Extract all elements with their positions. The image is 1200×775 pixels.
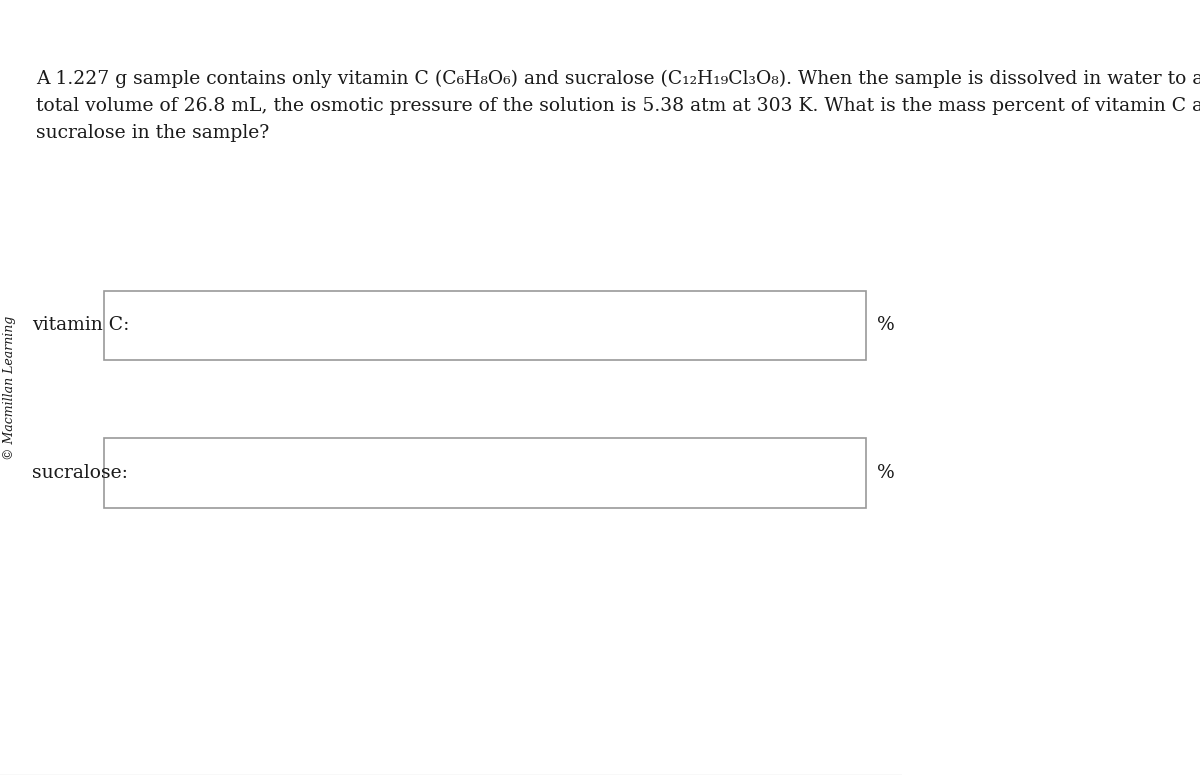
Text: sucralose:: sucralose: bbox=[31, 463, 127, 482]
Text: © Macmillan Learning: © Macmillan Learning bbox=[4, 315, 16, 460]
Text: %: % bbox=[876, 316, 894, 335]
Text: A 1.227 g sample contains only vitamin C (C₆H₈O₆) and sucralose (C₁₂H₁₉Cl₃O₈). W: A 1.227 g sample contains only vitamin C… bbox=[36, 70, 1200, 88]
Text: sucralose in the sample?: sucralose in the sample? bbox=[36, 124, 269, 142]
FancyBboxPatch shape bbox=[103, 291, 865, 360]
Text: total volume of 26.8 mL, the osmotic pressure of the solution is 5.38 atm at 303: total volume of 26.8 mL, the osmotic pre… bbox=[36, 97, 1200, 115]
FancyBboxPatch shape bbox=[103, 438, 865, 508]
Text: %: % bbox=[876, 463, 894, 482]
Text: vitamin C:: vitamin C: bbox=[31, 316, 128, 335]
